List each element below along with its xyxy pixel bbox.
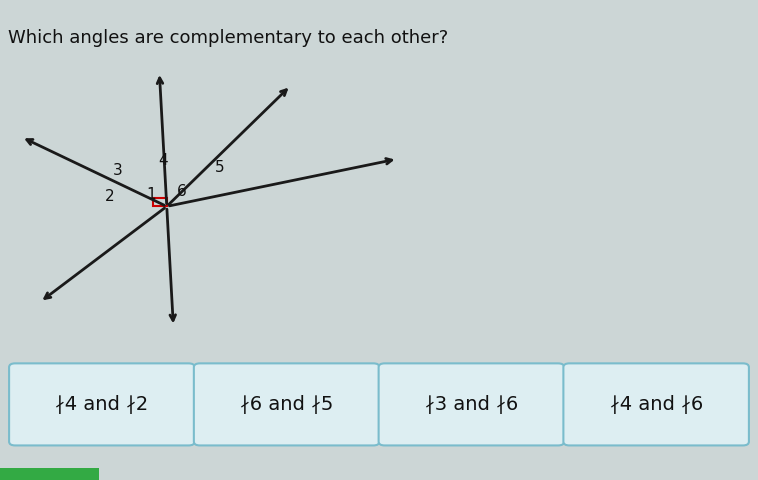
Text: 2: 2 [105,189,114,204]
Text: ∤4 and ∤6: ∤4 and ∤6 [609,395,703,414]
Text: 3: 3 [113,163,122,178]
FancyBboxPatch shape [194,363,379,445]
Text: ∤6 and ∤5: ∤6 and ∤5 [240,395,334,414]
Text: 6: 6 [177,184,186,200]
Text: ∤3 and ∤6: ∤3 and ∤6 [424,395,518,414]
Bar [0,468,99,480]
FancyBboxPatch shape [378,363,564,445]
Text: Which angles are complementary to each other?: Which angles are complementary to each o… [8,29,448,47]
FancyBboxPatch shape [9,363,195,445]
Text: 4: 4 [158,153,168,168]
FancyBboxPatch shape [563,363,749,445]
Text: ∤4 and ∤2: ∤4 and ∤2 [55,395,149,414]
Text: 5: 5 [215,160,224,176]
Text: 1: 1 [147,187,156,202]
